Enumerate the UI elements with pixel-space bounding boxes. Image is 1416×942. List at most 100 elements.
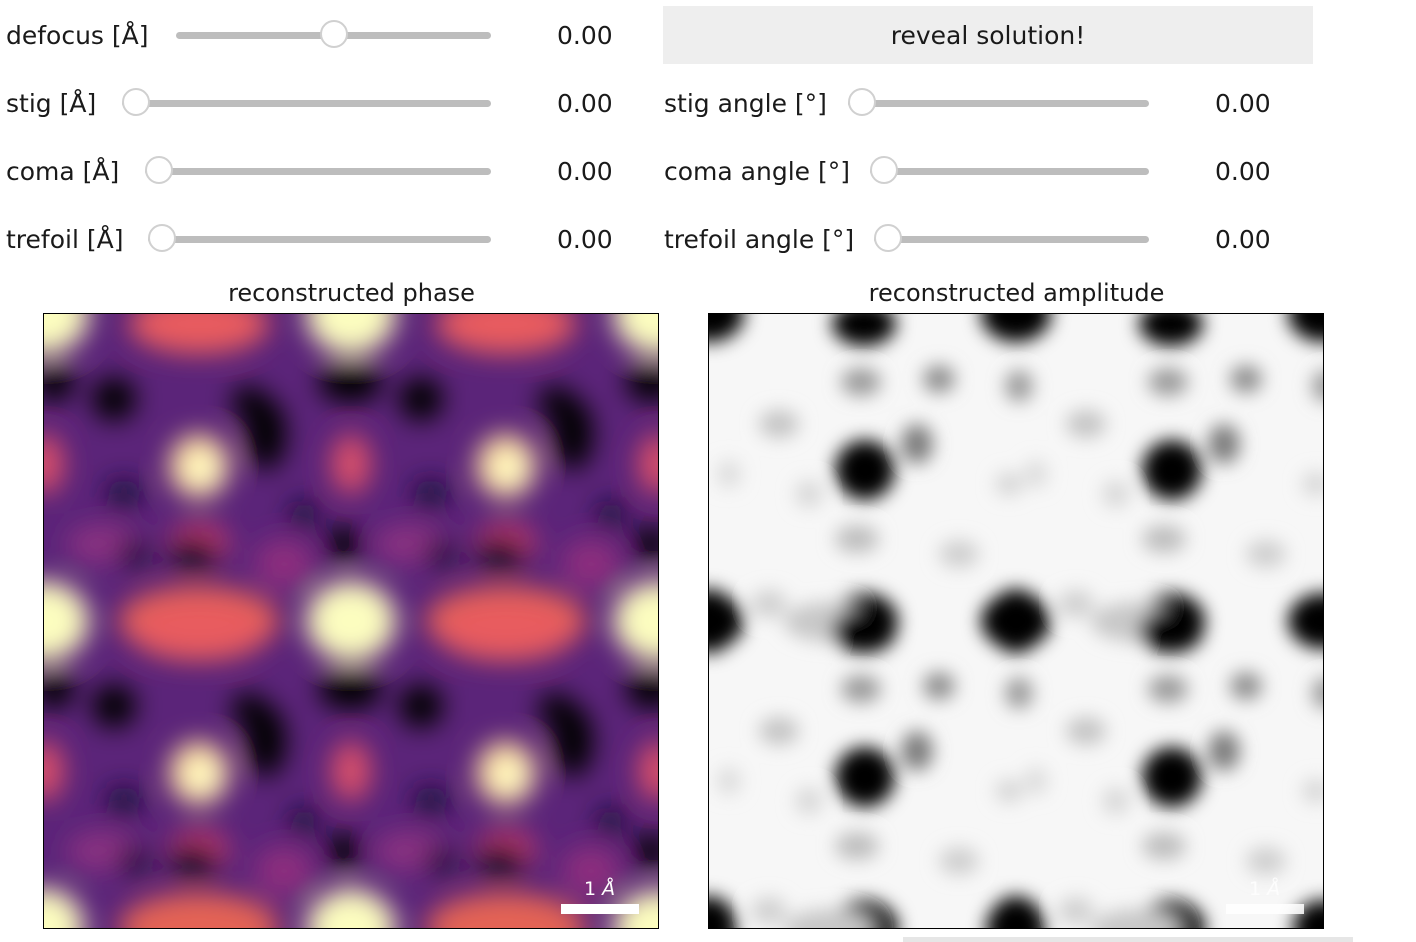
coma-slider[interactable] <box>145 156 491 186</box>
phase-texture-blob <box>306 581 396 661</box>
phase-texture-blob <box>44 314 89 354</box>
amplitude-texture-blob <box>939 847 979 875</box>
amplitude-texture-blob <box>1246 847 1286 875</box>
amplitude-texture-blob <box>1142 747 1202 807</box>
amplitude-texture-blob <box>1312 370 1323 402</box>
phase-texture-blob <box>331 434 371 494</box>
amplitude-texture-blob <box>795 787 823 815</box>
stig-value: 0.00 <box>557 89 613 118</box>
amplitude-texture-blob <box>835 525 879 553</box>
slider-thumb[interactable] <box>148 224 176 252</box>
amplitude-texture-blob <box>1312 677 1323 709</box>
phase-texture-blob <box>331 741 371 801</box>
amplitude-texture-blob <box>1091 909 1181 928</box>
trefoil-angle-slider[interactable] <box>874 224 1149 254</box>
defocus-slider[interactable] <box>176 20 491 50</box>
phase-texture-blob <box>638 741 658 801</box>
amplitude-texture-blob <box>1288 593 1323 649</box>
phase-texture-blob <box>290 807 318 835</box>
phase-texture-blob <box>491 451 527 487</box>
amplitude-texture-blob <box>751 590 787 618</box>
slider-thumb[interactable] <box>122 88 150 116</box>
reveal-solution-button[interactable]: reveal solution! <box>663 6 1313 64</box>
amplitude-texture-blob <box>717 460 741 488</box>
stig-label: stig [Å] <box>6 89 97 118</box>
phase-scalebar-label: 1 Å <box>584 878 616 900</box>
amplitude-texture-blob <box>995 779 1023 803</box>
amplitude-texture-blob <box>1005 677 1033 709</box>
phase-texture-blob <box>326 833 362 869</box>
phase-texture-blob <box>613 581 658 661</box>
amplitude-plot-title: reconstructed amplitude <box>868 279 1165 307</box>
stig-slider[interactable] <box>122 88 491 118</box>
phase-texture-blob <box>119 893 279 928</box>
phase-texture-blob <box>306 314 396 354</box>
amplitude-scalebar-label: 1 Å <box>1249 878 1281 900</box>
slider-thumb[interactable] <box>874 224 902 252</box>
trefoil-slider[interactable] <box>148 224 491 254</box>
amplitude-texture-blob <box>923 365 955 393</box>
amplitude-texture-blob <box>1139 609 1203 653</box>
phase-texture-blob <box>638 434 658 494</box>
phase-texture-blob <box>476 536 526 572</box>
trefoil-label: trefoil [Å] <box>6 225 124 254</box>
amplitude-texture-blob <box>1148 675 1188 703</box>
slider-thumb[interactable] <box>145 156 173 184</box>
amplitude-texture-blob <box>1208 424 1240 464</box>
phase-texture-blob <box>106 479 142 509</box>
phase-texture-blob <box>399 684 443 728</box>
amplitude-texture-blob <box>1102 787 1130 815</box>
phase-texture-blob <box>44 669 74 709</box>
amplitude-texture-blob <box>1142 440 1202 500</box>
phase-image[interactable]: 1 Å <box>43 313 659 929</box>
phase-texture-blob <box>561 539 621 589</box>
toolbar-strip <box>903 937 1353 942</box>
amplitude-image[interactable]: 1 Å <box>708 313 1324 929</box>
phase-texture-blob <box>311 888 391 928</box>
amplitude-texture-blob <box>1066 410 1106 438</box>
amplitude-texture-blob <box>1102 480 1130 508</box>
amplitude-texture-blob <box>1148 368 1188 396</box>
phase-texture-blob <box>129 601 269 661</box>
amplitude-texture-blob <box>835 440 895 500</box>
stig-angle-slider[interactable] <box>848 88 1149 118</box>
phase-texture-blob <box>561 846 621 896</box>
amplitude-texture-blob <box>835 832 879 860</box>
amplitude-texture-blob <box>923 672 955 700</box>
amplitude-texture-blob <box>832 314 896 346</box>
stig-angle-label: stig angle [°] <box>664 89 827 118</box>
phase-texture-blob <box>44 434 64 494</box>
phase-texture-blob <box>341 669 381 709</box>
phase-texture-blob <box>184 758 220 794</box>
phase-texture-blob <box>44 741 64 801</box>
trefoil-angle-value: 0.00 <box>1215 225 1271 254</box>
phase-texture-blob <box>106 786 142 816</box>
phase-texture-blob <box>118 540 150 568</box>
phase-texture-blob <box>399 377 443 421</box>
amplitude-texture-blob <box>901 731 933 771</box>
amplitude-texture-blob <box>1024 767 1048 795</box>
phase-texture-blob <box>491 758 527 794</box>
amplitude-texture-blob <box>717 767 741 795</box>
slider-thumb[interactable] <box>848 88 876 116</box>
slider-track <box>122 100 491 107</box>
amplitude-texture-blob <box>995 472 1023 496</box>
phase-texture-blob <box>184 451 220 487</box>
amplitude-texture-blob <box>981 314 1051 342</box>
amplitude-texture-blob <box>709 314 744 342</box>
slider-thumb[interactable] <box>870 156 898 184</box>
phase-texture-blob <box>413 786 449 816</box>
coma-angle-slider[interactable] <box>870 156 1149 186</box>
slider-track <box>874 236 1149 243</box>
phase-texture-blob <box>169 843 219 879</box>
phase-texture-blob <box>231 386 267 418</box>
phase-texture-blob <box>613 314 658 354</box>
amplitude-texture-blob <box>1246 540 1286 568</box>
amplitude-texture-blob <box>784 909 874 928</box>
amplitude-texture-blob <box>841 368 881 396</box>
amplitude-texture-blob <box>1058 897 1094 925</box>
slider-thumb[interactable] <box>319 20 348 48</box>
amplitude-texture-blob <box>1293 900 1323 928</box>
amplitude-texture-blob <box>1302 779 1323 803</box>
phase-texture-blob <box>326 526 362 562</box>
